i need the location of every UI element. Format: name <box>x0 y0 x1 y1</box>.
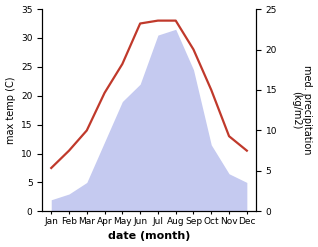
X-axis label: date (month): date (month) <box>108 231 190 242</box>
Y-axis label: med. precipitation
(kg/m2): med. precipitation (kg/m2) <box>291 65 313 155</box>
Y-axis label: max temp (C): max temp (C) <box>5 76 16 144</box>
